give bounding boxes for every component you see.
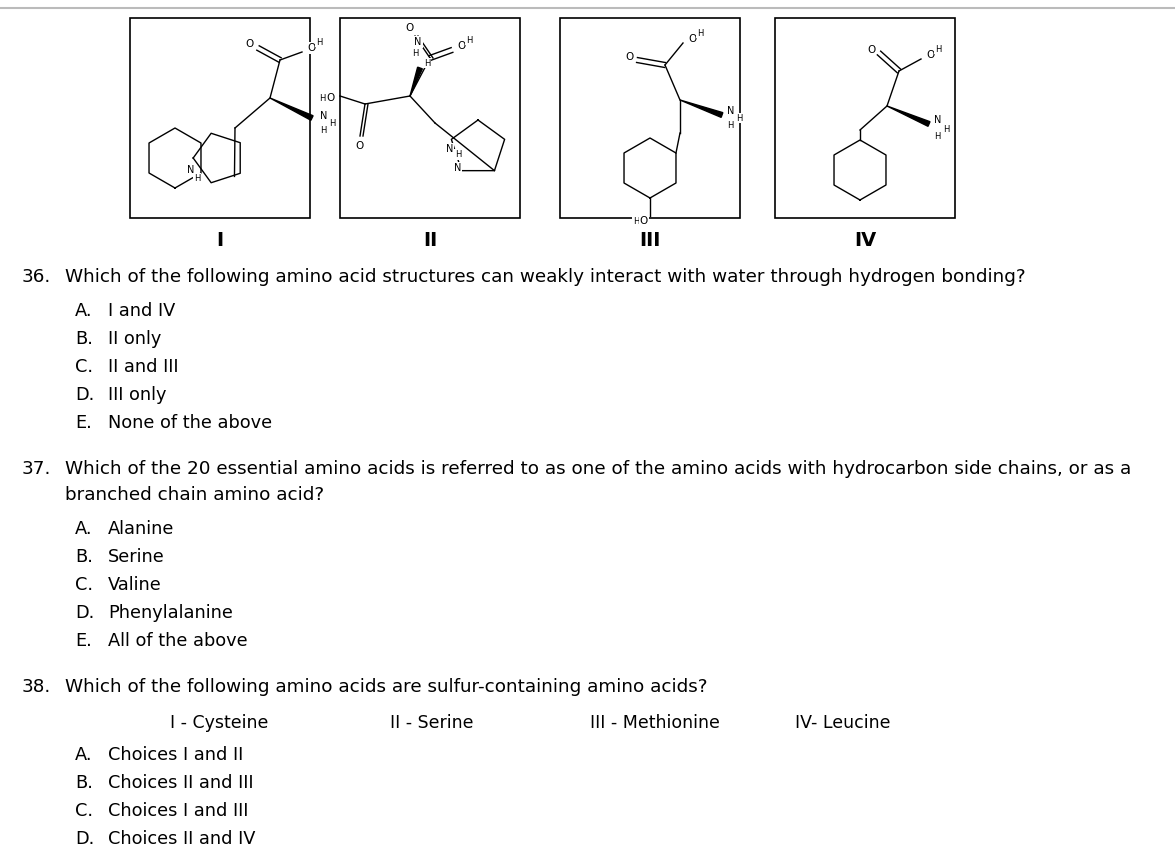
Text: H: H xyxy=(455,149,462,159)
Text: O: O xyxy=(689,34,697,44)
Bar xyxy=(776,18,955,218)
Text: III: III xyxy=(639,230,660,250)
Text: O: O xyxy=(867,45,875,55)
Text: B.: B. xyxy=(75,330,93,348)
Text: Choices I and II: Choices I and II xyxy=(108,746,243,764)
Text: III - Methionine: III - Methionine xyxy=(590,714,720,732)
Polygon shape xyxy=(270,98,313,121)
Text: I and IV: I and IV xyxy=(108,302,175,320)
Text: H: H xyxy=(935,44,941,53)
Text: Which of the 20 essential amino acids is referred to as one of the amino acids w: Which of the 20 essential amino acids is… xyxy=(65,460,1132,478)
Text: 37.: 37. xyxy=(22,460,52,478)
Text: N: N xyxy=(415,37,422,47)
Text: Serine: Serine xyxy=(108,548,164,566)
Text: II - Serine: II - Serine xyxy=(390,714,474,732)
Text: branched chain amino acid?: branched chain amino acid? xyxy=(65,486,324,504)
Text: Alanine: Alanine xyxy=(108,520,174,538)
Text: Phenylalanine: Phenylalanine xyxy=(108,604,233,622)
Text: Choices II and III: Choices II and III xyxy=(108,774,254,792)
Text: Which of the following amino acids are sulfur-containing amino acids?: Which of the following amino acids are s… xyxy=(65,678,707,696)
Text: N: N xyxy=(445,144,454,155)
Polygon shape xyxy=(680,100,723,117)
Text: H: H xyxy=(194,173,201,183)
Text: H: H xyxy=(424,59,430,68)
Text: H: H xyxy=(736,114,743,122)
Text: All of the above: All of the above xyxy=(108,632,248,650)
Text: D.: D. xyxy=(75,830,94,848)
Text: IV: IV xyxy=(854,230,877,250)
Text: Choices II and IV: Choices II and IV xyxy=(108,830,255,848)
Text: H: H xyxy=(944,125,949,133)
Text: O: O xyxy=(246,39,254,49)
Text: B.: B. xyxy=(75,548,93,566)
Text: E.: E. xyxy=(75,632,92,650)
Bar xyxy=(560,18,740,218)
Text: H: H xyxy=(633,216,639,226)
Text: H: H xyxy=(697,29,704,37)
Text: H: H xyxy=(934,132,940,140)
Text: D.: D. xyxy=(75,386,94,404)
Text: II: II xyxy=(423,230,437,250)
Text: 38.: 38. xyxy=(22,678,52,696)
Text: O: O xyxy=(405,23,414,33)
Text: H: H xyxy=(329,119,335,127)
Polygon shape xyxy=(410,67,422,96)
Text: O: O xyxy=(625,52,633,62)
Text: I - Cysteine: I - Cysteine xyxy=(170,714,268,732)
Text: C.: C. xyxy=(75,576,93,594)
Text: III only: III only xyxy=(108,386,167,404)
Text: N: N xyxy=(320,111,328,121)
Text: None of the above: None of the above xyxy=(108,414,273,432)
Text: N: N xyxy=(454,163,462,172)
Text: IV- Leucine: IV- Leucine xyxy=(795,714,891,732)
Text: H: H xyxy=(412,48,418,58)
Text: H: H xyxy=(466,36,472,44)
Text: A.: A. xyxy=(75,520,93,538)
Text: H: H xyxy=(316,37,322,47)
Text: H: H xyxy=(320,93,325,103)
Text: O: O xyxy=(307,43,315,53)
Text: H: H xyxy=(320,126,327,134)
Bar xyxy=(340,18,521,218)
Text: N: N xyxy=(727,106,734,116)
Text: Choices I and III: Choices I and III xyxy=(108,802,248,820)
Text: N: N xyxy=(188,165,195,175)
Bar xyxy=(130,18,310,218)
Text: O: O xyxy=(640,216,649,226)
Text: D.: D. xyxy=(75,604,94,622)
Text: B.: B. xyxy=(75,774,93,792)
Text: C.: C. xyxy=(75,802,93,820)
Text: II only: II only xyxy=(108,330,161,348)
Text: O: O xyxy=(356,141,364,151)
Text: C.: C. xyxy=(75,358,93,376)
Text: I: I xyxy=(216,230,223,250)
Text: A.: A. xyxy=(75,746,93,764)
Text: Valine: Valine xyxy=(108,576,162,594)
Text: 36.: 36. xyxy=(22,268,52,286)
Polygon shape xyxy=(887,106,929,127)
Text: O: O xyxy=(327,93,335,103)
Text: E.: E. xyxy=(75,414,92,432)
Text: II and III: II and III xyxy=(108,358,179,376)
Text: Which of the following amino acid structures can weakly interact with water thro: Which of the following amino acid struct… xyxy=(65,268,1026,286)
Text: O: O xyxy=(926,50,934,60)
Text: N: N xyxy=(934,115,941,125)
Text: H: H xyxy=(727,121,733,130)
Text: O: O xyxy=(457,41,465,51)
Text: A.: A. xyxy=(75,302,93,320)
